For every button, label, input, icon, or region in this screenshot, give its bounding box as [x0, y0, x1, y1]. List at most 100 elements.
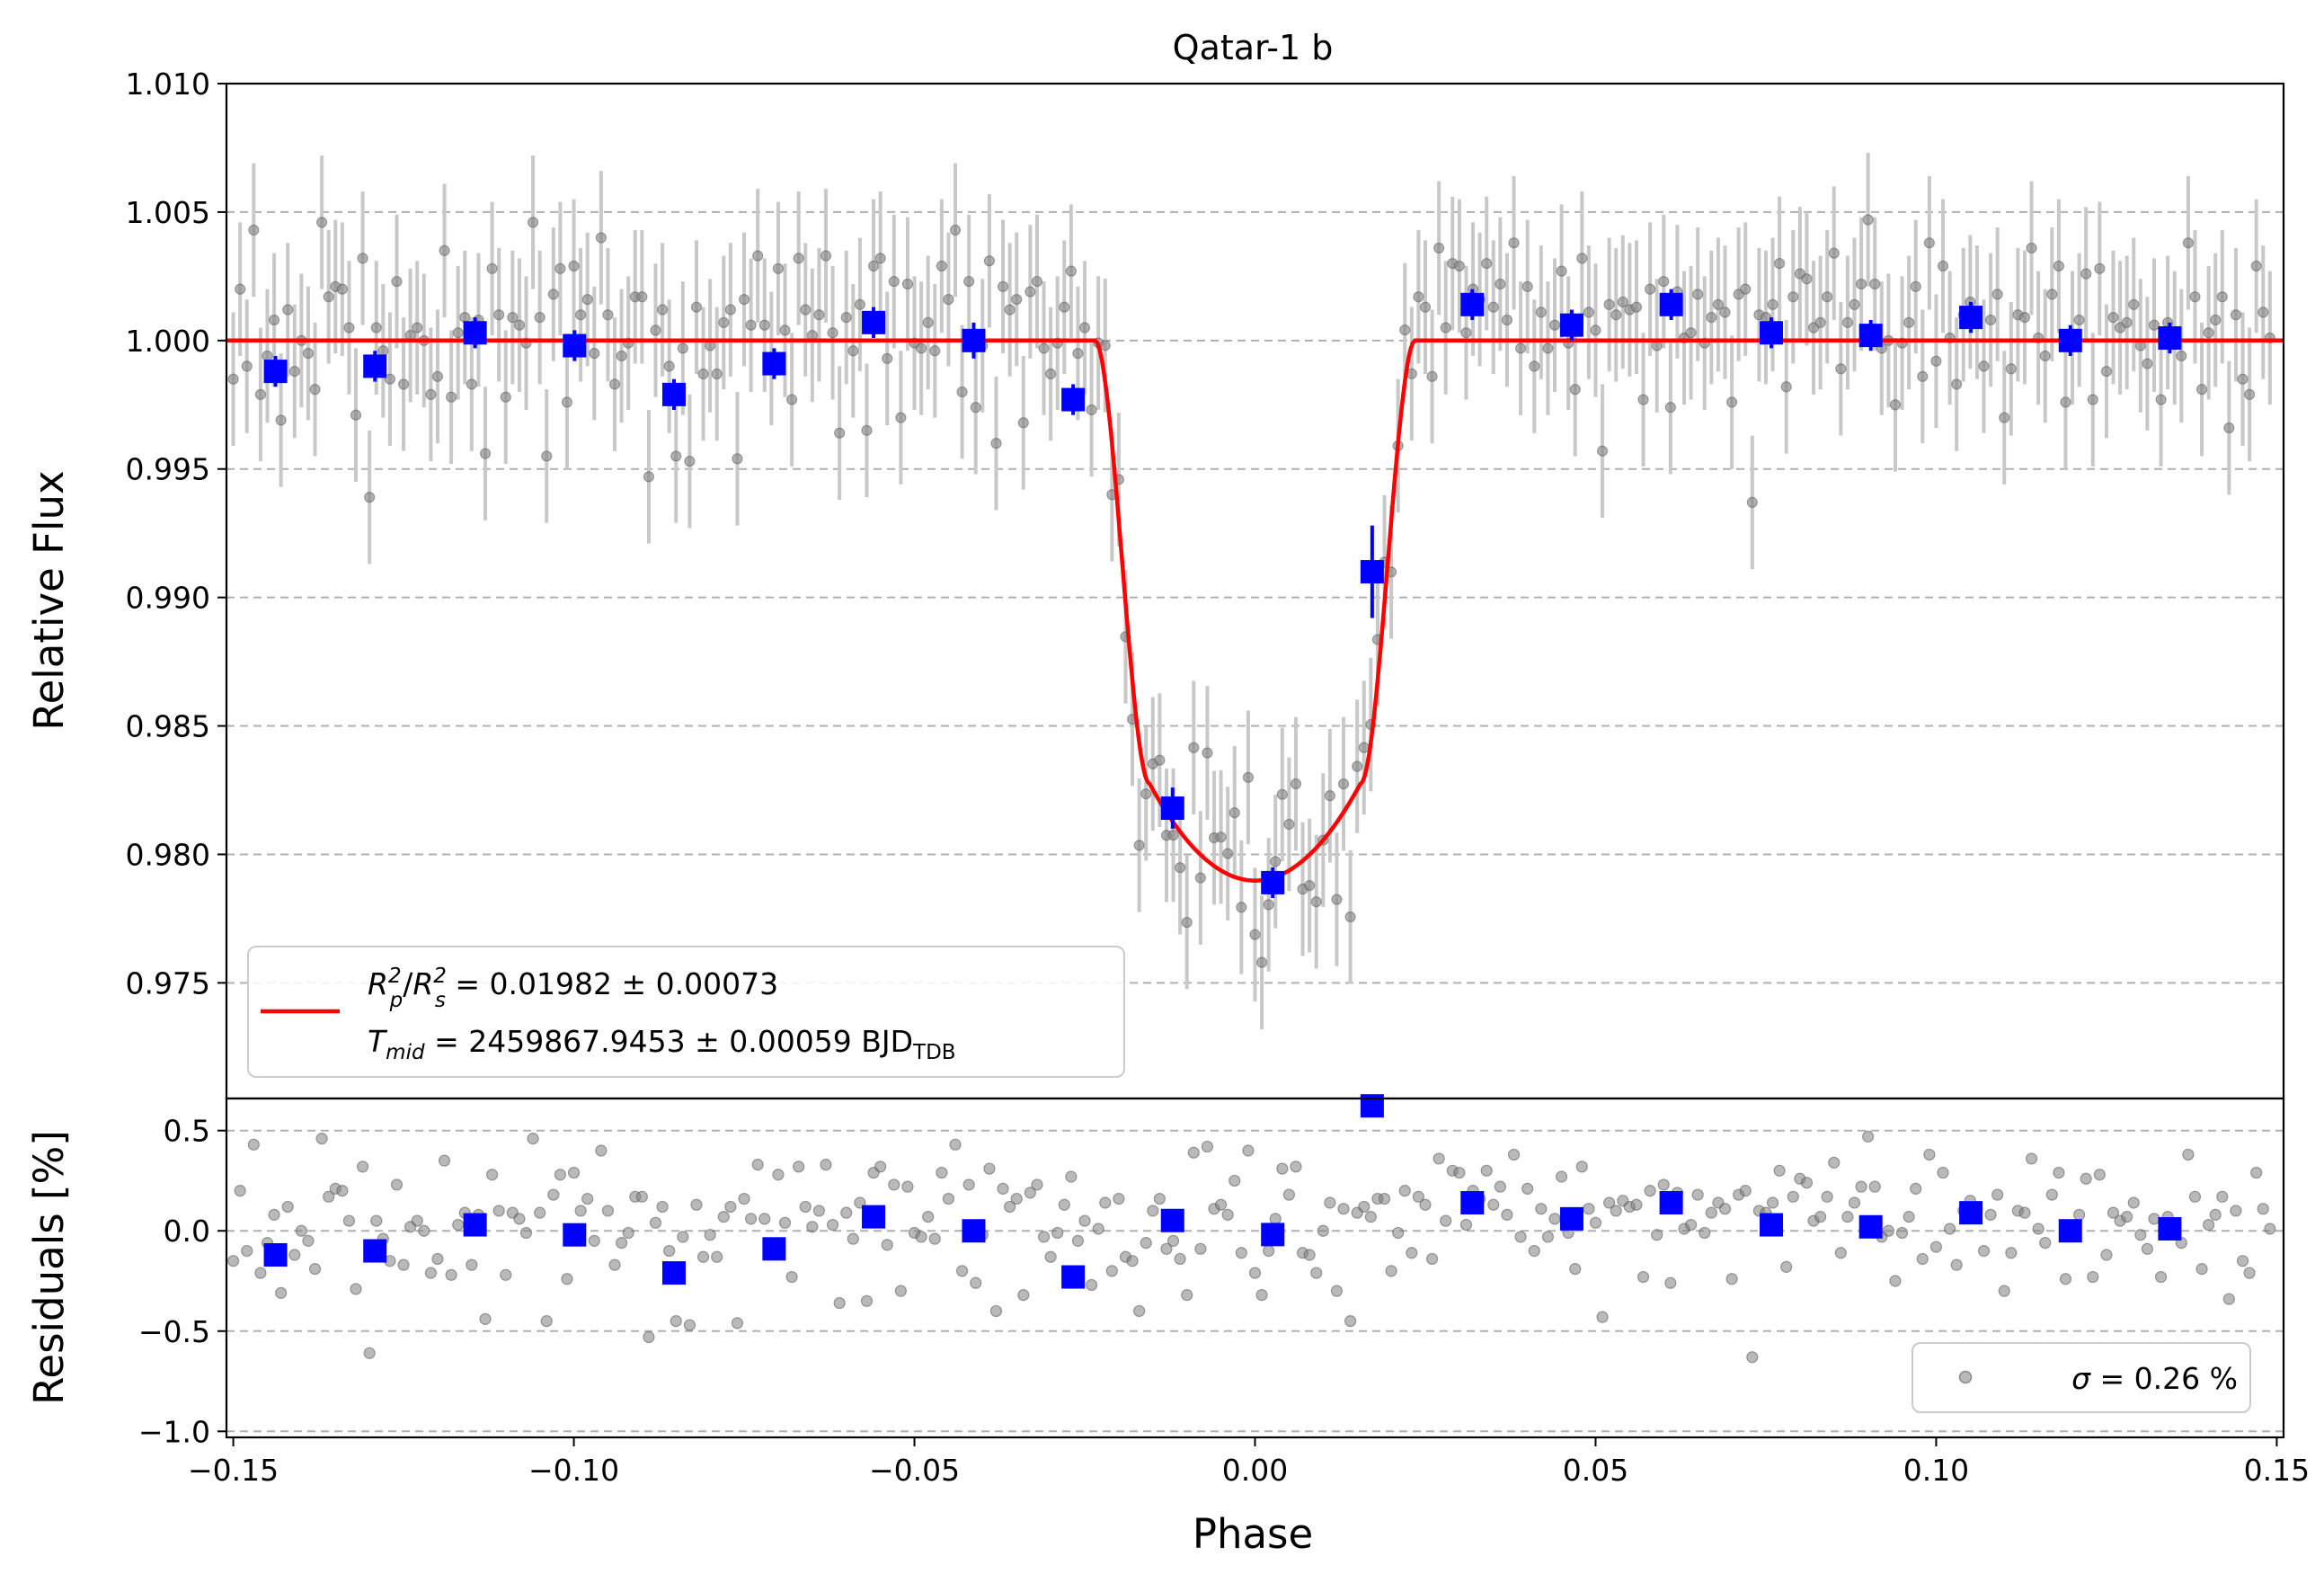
raw-point-72	[718, 316, 730, 328]
raw-points	[227, 214, 2275, 968]
residual-point-86	[812, 1205, 826, 1217]
raw-point-246	[1903, 316, 1915, 328]
raw-point-20	[364, 492, 376, 503]
raw-point-134	[1140, 787, 1152, 800]
residual-y-tick-label-1: −0.5	[138, 1314, 210, 1349]
raw-point-39	[493, 309, 505, 321]
residual-point-299	[2264, 1223, 2276, 1235]
raw-point-155	[1283, 818, 1295, 831]
main-y-tick-label-4: 0.995	[126, 452, 210, 487]
x-tick-label-2: −0.05	[869, 1453, 960, 1488]
raw-point-238	[1849, 298, 1860, 310]
residual-point-28	[418, 1224, 430, 1237]
residual-point-39	[492, 1205, 505, 1217]
residual-legend-box	[1912, 1342, 2251, 1413]
main-y-tick-label-5: 1.000	[126, 324, 210, 359]
raw-point-214	[1685, 327, 1697, 339]
residual-point-140	[1181, 1289, 1193, 1302]
residual-point-89	[833, 1296, 846, 1310]
raw-point-44	[527, 217, 539, 228]
raw-point-105	[943, 293, 954, 306]
binned-point-4	[661, 382, 686, 406]
residual-y-tick-label-3: 0.5	[164, 1114, 210, 1149]
residual-point-127	[1092, 1223, 1104, 1235]
raw-point-190	[1521, 280, 1533, 292]
binned-point-12	[1460, 292, 1485, 316]
residual-point-185	[1487, 1198, 1500, 1211]
raw-point-289	[2195, 384, 2208, 396]
residual-point-252	[1944, 1223, 1956, 1235]
binned-point-7	[962, 328, 986, 352]
residual-point-177	[1433, 1152, 1445, 1165]
raw-point-147	[1229, 807, 1240, 819]
residual-point-119	[1037, 1231, 1051, 1243]
raw-point-57	[616, 350, 627, 362]
residual-point-120	[1044, 1250, 1057, 1263]
residual-point-154	[1276, 1162, 1289, 1175]
residual-binned-point-14	[1659, 1191, 1683, 1214]
raw-point-23	[384, 373, 396, 385]
residual-point-169	[1378, 1192, 1391, 1205]
residual-y-tick-label-0: −1.0	[138, 1414, 210, 1449]
main-y-tick-label-3: 0.990	[126, 581, 210, 616]
residual-point-248	[1916, 1252, 1929, 1266]
residual-binned-point-15	[1760, 1213, 1784, 1237]
residual-point-107	[955, 1265, 969, 1277]
raw-point-3	[248, 224, 260, 236]
residual-point-287	[2182, 1148, 2195, 1161]
residual-point-27	[411, 1214, 423, 1227]
raw-point-207	[1637, 394, 1649, 405]
raw-point-1	[235, 283, 246, 295]
raw-point-118	[1031, 275, 1043, 288]
residual-point-58	[622, 1226, 634, 1240]
residual-point-24	[390, 1178, 404, 1191]
residual-point-251	[1937, 1166, 1949, 1179]
raw-point-239	[1855, 278, 1867, 290]
residual-point-281	[2141, 1242, 2154, 1255]
residual-point-194	[1548, 1213, 1561, 1225]
residual-binned-point-0	[263, 1243, 288, 1267]
legend-tmid-entry: Tmid = 2459867.9453 ± 0.00059 BJDTDB	[368, 1024, 956, 1064]
residual-point-206	[1630, 1198, 1643, 1211]
raw-point-275	[2100, 366, 2113, 378]
raw-point-293	[2223, 422, 2235, 434]
residual-point-151	[1255, 1289, 1268, 1302]
residual-point-134	[1140, 1237, 1152, 1250]
raw-point-248	[1917, 370, 1929, 382]
residual-point-20	[363, 1347, 376, 1359]
residual-point-91	[847, 1232, 859, 1245]
raw-point-17	[343, 322, 355, 333]
raw-point-125	[1078, 322, 1091, 333]
residual-point-21	[370, 1214, 383, 1227]
residual-point-266	[2039, 1237, 2052, 1250]
residual-point-148	[1235, 1247, 1247, 1259]
raw-point-269	[2060, 396, 2071, 408]
raw-point-251	[1937, 260, 1949, 272]
residual-point-124	[1071, 1234, 1085, 1247]
residual-point-132	[1126, 1255, 1139, 1267]
x-tick-label-4: 0.05	[1563, 1453, 1628, 1488]
main-legend-box	[247, 946, 1125, 1078]
residual-point-32	[445, 1268, 457, 1281]
residual-point-1	[234, 1185, 246, 1197]
residual-point-243	[1882, 1224, 1894, 1237]
residual-point-136	[1153, 1192, 1166, 1205]
residual-point-54	[595, 1144, 608, 1157]
residual-point-105	[942, 1192, 955, 1205]
raw-point-133	[1133, 840, 1145, 851]
residual-point-137	[1160, 1242, 1173, 1255]
raw-point-19	[357, 253, 368, 264]
residual-point-115	[1010, 1192, 1023, 1205]
raw-point-149	[1242, 771, 1255, 783]
raw-point-257	[1978, 360, 1990, 372]
raw-point-204	[1617, 296, 1628, 308]
residual-point-17	[342, 1214, 356, 1227]
x-axis-label: Phase	[1193, 1510, 1313, 1558]
raw-point-38	[486, 262, 498, 274]
residual-point-121	[1051, 1226, 1064, 1240]
raw-point-46	[541, 450, 553, 462]
raw-point-175	[1419, 301, 1432, 313]
residual-point-207	[1637, 1270, 1650, 1284]
residual-point-6	[268, 1208, 280, 1221]
raw-point-45	[534, 311, 546, 324]
